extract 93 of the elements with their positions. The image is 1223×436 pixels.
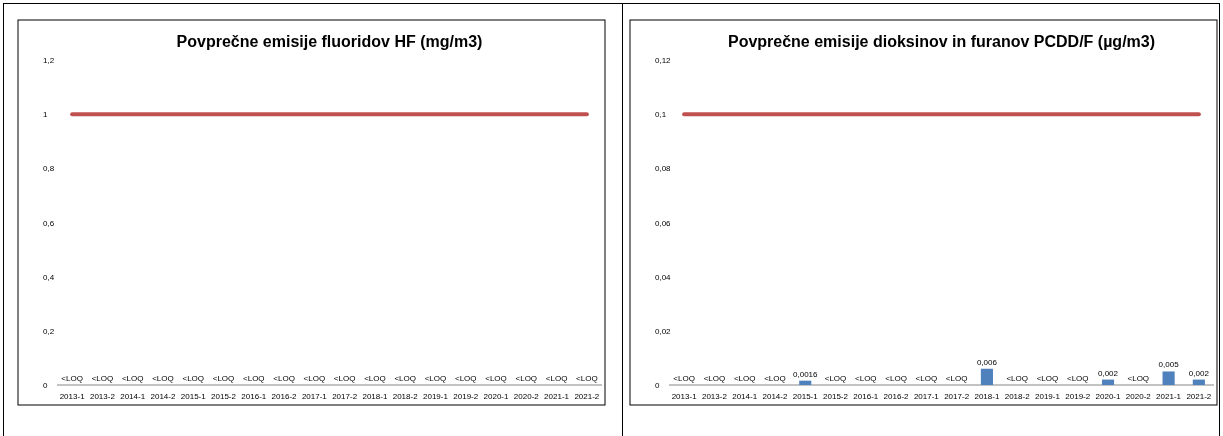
y-tick-label: 0,08	[655, 164, 672, 174]
x-tick-label: 2014-1	[120, 392, 146, 401]
x-tick-label: 2020-1	[483, 392, 510, 401]
x-tick-label: 2021-1	[1156, 392, 1182, 401]
x-tick-label: 2019-2	[453, 392, 479, 401]
text: <LOQ	[764, 374, 786, 383]
x-tick-label: 2021-2	[1186, 392, 1212, 401]
x-tick-label: 2018-2	[392, 392, 419, 401]
x-tick-label: 2014-2	[762, 392, 788, 401]
x-tick-label: 2019-1	[1035, 392, 1061, 401]
x-tick-label: 2013-2	[701, 392, 728, 401]
x-tick-label: 2020-2	[513, 392, 540, 401]
x-tick-label: 2016-1	[241, 392, 267, 401]
bar	[1162, 371, 1175, 385]
x-tick-label: 2017-1	[913, 392, 940, 401]
data-label: 0,002	[1098, 368, 1119, 378]
bar	[799, 380, 812, 385]
text: <LOQ	[1127, 374, 1150, 383]
y-tick-label: 0	[43, 381, 48, 390]
text: <LOQ	[303, 374, 326, 383]
text: <LOQ	[1006, 374, 1028, 383]
x-tick-label: 2017-1	[301, 392, 328, 401]
y-tick-label: 0,06	[655, 218, 672, 228]
x-tick-label: 2013-1	[671, 392, 698, 401]
data-label: 0,002	[1188, 368, 1210, 378]
bar	[980, 368, 993, 385]
text: <LOQ	[733, 374, 756, 383]
y-tick-label: 0	[655, 381, 660, 390]
y-tick-label: 0,8	[43, 164, 55, 174]
x-tick-label: 2016-2	[271, 392, 298, 401]
y-tick-label: 0,1	[655, 110, 667, 120]
x-tick-label: 2015-1	[180, 392, 207, 401]
text: <LOQ	[394, 374, 416, 383]
data-label: 0,0016	[793, 369, 819, 379]
x-tick-label: 2013-2	[89, 392, 116, 401]
text: <LOQ	[673, 374, 695, 383]
text: <LOQ	[576, 374, 598, 383]
y-tick-label: 1	[43, 110, 48, 120]
text: <LOQ	[885, 374, 907, 383]
bar	[1101, 379, 1115, 385]
text: <LOQ	[915, 374, 938, 383]
text: <LOQ	[545, 374, 568, 383]
x-tick-label: 2020-1	[1095, 392, 1122, 401]
x-tick-label: 2018-1	[362, 392, 388, 401]
x-tick-label: 2017-2	[944, 392, 970, 401]
y-tick-label: 0,04	[655, 272, 672, 282]
text: <LOQ	[855, 374, 877, 383]
text: <LOQ	[703, 374, 726, 383]
data-label: 0,005	[1158, 360, 1180, 370]
y-tick-label: 0,12	[655, 56, 672, 65]
x-tick-label: 2016-1	[853, 392, 879, 401]
chart-title: Povprečne emisije dioksinov in furanov PCDD/F (µg/m3)	[727, 33, 1156, 50]
text: <LOQ	[182, 374, 205, 383]
text: <LOQ	[273, 374, 295, 383]
text: <LOQ	[515, 374, 538, 383]
x-tick-label: 2018-2	[1004, 392, 1031, 401]
x-tick-label: 2016-2	[883, 392, 910, 401]
text: <LOQ	[424, 374, 447, 383]
y-tick-label: 0,6	[43, 218, 55, 228]
text: <LOQ	[485, 374, 507, 383]
x-tick-label: 2020-2	[1125, 392, 1152, 401]
text: <LOQ	[91, 374, 114, 383]
text: <LOQ	[1036, 374, 1059, 383]
x-tick-label: 2013-1	[59, 392, 86, 401]
x-tick-label: 2015-1	[792, 392, 819, 401]
text: <LOQ	[243, 374, 265, 383]
text: <LOQ	[61, 374, 83, 383]
text: <LOQ	[824, 374, 847, 383]
text: <LOQ	[333, 374, 356, 383]
x-tick-label: 2019-1	[423, 392, 449, 401]
x-tick-label: 2021-1	[544, 392, 570, 401]
x-tick-label: 2015-2	[823, 392, 849, 401]
x-tick-label: 2021-2	[574, 392, 600, 401]
text: <LOQ	[152, 374, 174, 383]
text: <LOQ	[945, 374, 968, 383]
x-tick-label: 2019-2	[1065, 392, 1091, 401]
bar	[1192, 379, 1205, 385]
text: <LOQ	[364, 374, 386, 383]
x-tick-label: 2017-2	[332, 392, 358, 401]
y-tick-label: 0,02	[655, 326, 672, 336]
text: <LOQ	[454, 374, 477, 383]
text: <LOQ	[212, 374, 235, 383]
data-label: 0,006	[976, 357, 998, 367]
y-tick-label: 1,2	[43, 56, 55, 65]
x-tick-label: 2014-1	[732, 392, 758, 401]
chart-title: Povprečne emisije fluoridov HF (mg/m3)	[176, 33, 483, 50]
y-tick-label: 0,4	[43, 272, 55, 282]
text: <LOQ	[121, 374, 144, 383]
x-tick-label: 2014-2	[150, 392, 176, 401]
y-tick-label: 0,2	[43, 326, 55, 336]
x-tick-label: 2018-1	[974, 392, 1000, 401]
text: <LOQ	[1066, 374, 1089, 383]
x-tick-label: 2015-2	[211, 392, 237, 401]
